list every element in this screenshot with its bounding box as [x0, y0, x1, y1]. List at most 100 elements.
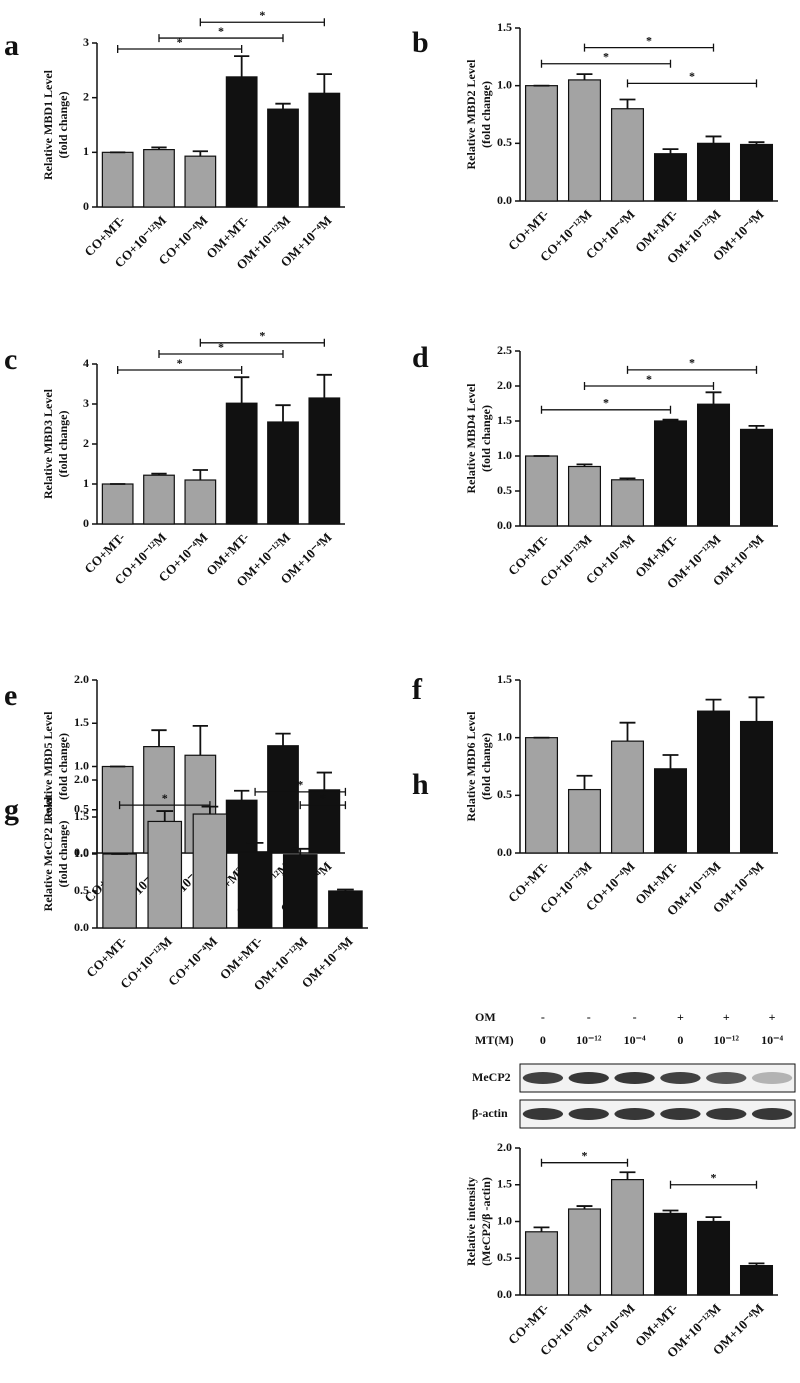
y-tick-label: 1.0: [74, 846, 89, 860]
bar: [653, 153, 688, 202]
significance-bracket: [626, 79, 758, 88]
blot-lane-label: -: [541, 1010, 545, 1024]
error-bar: [576, 463, 593, 467]
y-tick-label: 0.0: [497, 845, 512, 859]
significance-bracket: [158, 350, 284, 358]
significance-label: *: [177, 35, 183, 49]
bar: [267, 108, 299, 208]
y-tick-label: 2.0: [74, 672, 89, 686]
error-bar: [192, 724, 208, 756]
y-tick-label: 0.5: [74, 883, 89, 897]
y-axis-label: Relative MBD5 Level: [41, 711, 55, 822]
bar: [308, 92, 341, 208]
bar: [524, 455, 559, 527]
bar: [739, 720, 774, 854]
significance-label: *: [162, 791, 168, 805]
error-bar: [234, 789, 250, 801]
y-tick-label: 1.5: [497, 20, 512, 34]
y-axis-label: (fold change): [56, 733, 70, 800]
bar: [267, 745, 299, 854]
error-bar: [576, 73, 593, 80]
y-axis-label: Relative MBD6 Level: [464, 711, 478, 822]
blot-band: [706, 1072, 747, 1084]
y-axis-label: Relative MBD4 Level: [464, 383, 478, 494]
significance-bracket: [540, 59, 672, 68]
significance-bracket: [669, 1180, 758, 1189]
error-bar: [151, 472, 167, 476]
bar: [653, 768, 688, 854]
error-bar: [316, 73, 332, 94]
bar: [653, 1212, 688, 1296]
panel-letter: a: [4, 29, 19, 62]
y-tick-label: 4: [83, 356, 89, 370]
bar: [282, 854, 318, 929]
y-tick-label: 3: [83, 396, 89, 410]
panel: f Relative MBD6 Level (fold change) 0.0 0.5 1…: [412, 672, 778, 919]
significance-label: *: [582, 1148, 588, 1162]
bar: [192, 813, 228, 929]
error-bar: [748, 1262, 765, 1266]
blot-band: [522, 1108, 564, 1120]
blot-band: [568, 1072, 609, 1084]
blot-band: [706, 1108, 747, 1120]
y-tick-label: 1.5: [74, 809, 89, 823]
blot-lane-label: +: [677, 1010, 684, 1024]
error-bar: [619, 477, 636, 480]
error-bar: [316, 771, 332, 790]
error-bar: [576, 774, 593, 790]
bar: [184, 479, 217, 525]
bar: [567, 788, 602, 854]
error-bar: [151, 146, 167, 150]
y-axis-label: (fold change): [56, 92, 70, 159]
bar: [225, 76, 258, 208]
bar: [267, 421, 299, 525]
y-tick-label: 0.5: [74, 802, 89, 816]
significance-label: *: [218, 340, 224, 354]
bar: [184, 155, 217, 208]
significance-label: *: [689, 69, 695, 83]
significance-label: *: [711, 1171, 717, 1185]
error-bar: [533, 1226, 550, 1232]
y-axis-label: Relative MBD1 Level: [41, 69, 55, 180]
blot-band: [751, 1072, 793, 1084]
significance-label: *: [259, 8, 265, 22]
significance-label: *: [689, 356, 695, 370]
blot-band-label: β-actin: [472, 1106, 508, 1120]
y-tick-label: 2: [83, 436, 89, 450]
bar: [524, 737, 559, 854]
y-axis-label: (fold change): [479, 733, 493, 800]
error-bar: [156, 810, 174, 822]
blot-lane-label: 10⁻¹²: [713, 1033, 739, 1047]
y-tick-label: 1.0: [497, 77, 512, 91]
panel-letter: c: [4, 343, 17, 376]
error-bar: [619, 98, 636, 109]
blot-band: [614, 1108, 655, 1120]
y-tick-label: 1.0: [497, 729, 512, 743]
significance-bracket: [199, 338, 325, 347]
bar: [237, 851, 273, 929]
y-tick-label: 0: [83, 516, 89, 530]
error-bar: [192, 469, 208, 480]
y-axis-label: Relative MBD3 Level: [41, 388, 55, 499]
blot-band: [522, 1072, 564, 1084]
y-tick-label: 1.5: [497, 1177, 512, 1191]
y-tick-label: 1.5: [74, 715, 89, 729]
y-axis-label: (fold change): [479, 405, 493, 472]
error-bar: [705, 1216, 722, 1222]
y-tick-label: 1.0: [497, 1213, 512, 1227]
error-bar: [234, 55, 250, 77]
significance-label: *: [646, 33, 652, 47]
blot-band-label: MeCP2: [472, 1070, 511, 1084]
blot-band: [568, 1108, 609, 1120]
y-tick-label: 1.0: [74, 758, 89, 772]
blot-lane-label: +: [723, 1010, 730, 1024]
error-bar: [748, 425, 765, 430]
y-tick-label: 1.5: [497, 672, 512, 686]
error-bar: [705, 391, 722, 405]
significance-bracket: [117, 45, 243, 54]
bar: [696, 1220, 731, 1296]
error-bar: [662, 418, 679, 421]
